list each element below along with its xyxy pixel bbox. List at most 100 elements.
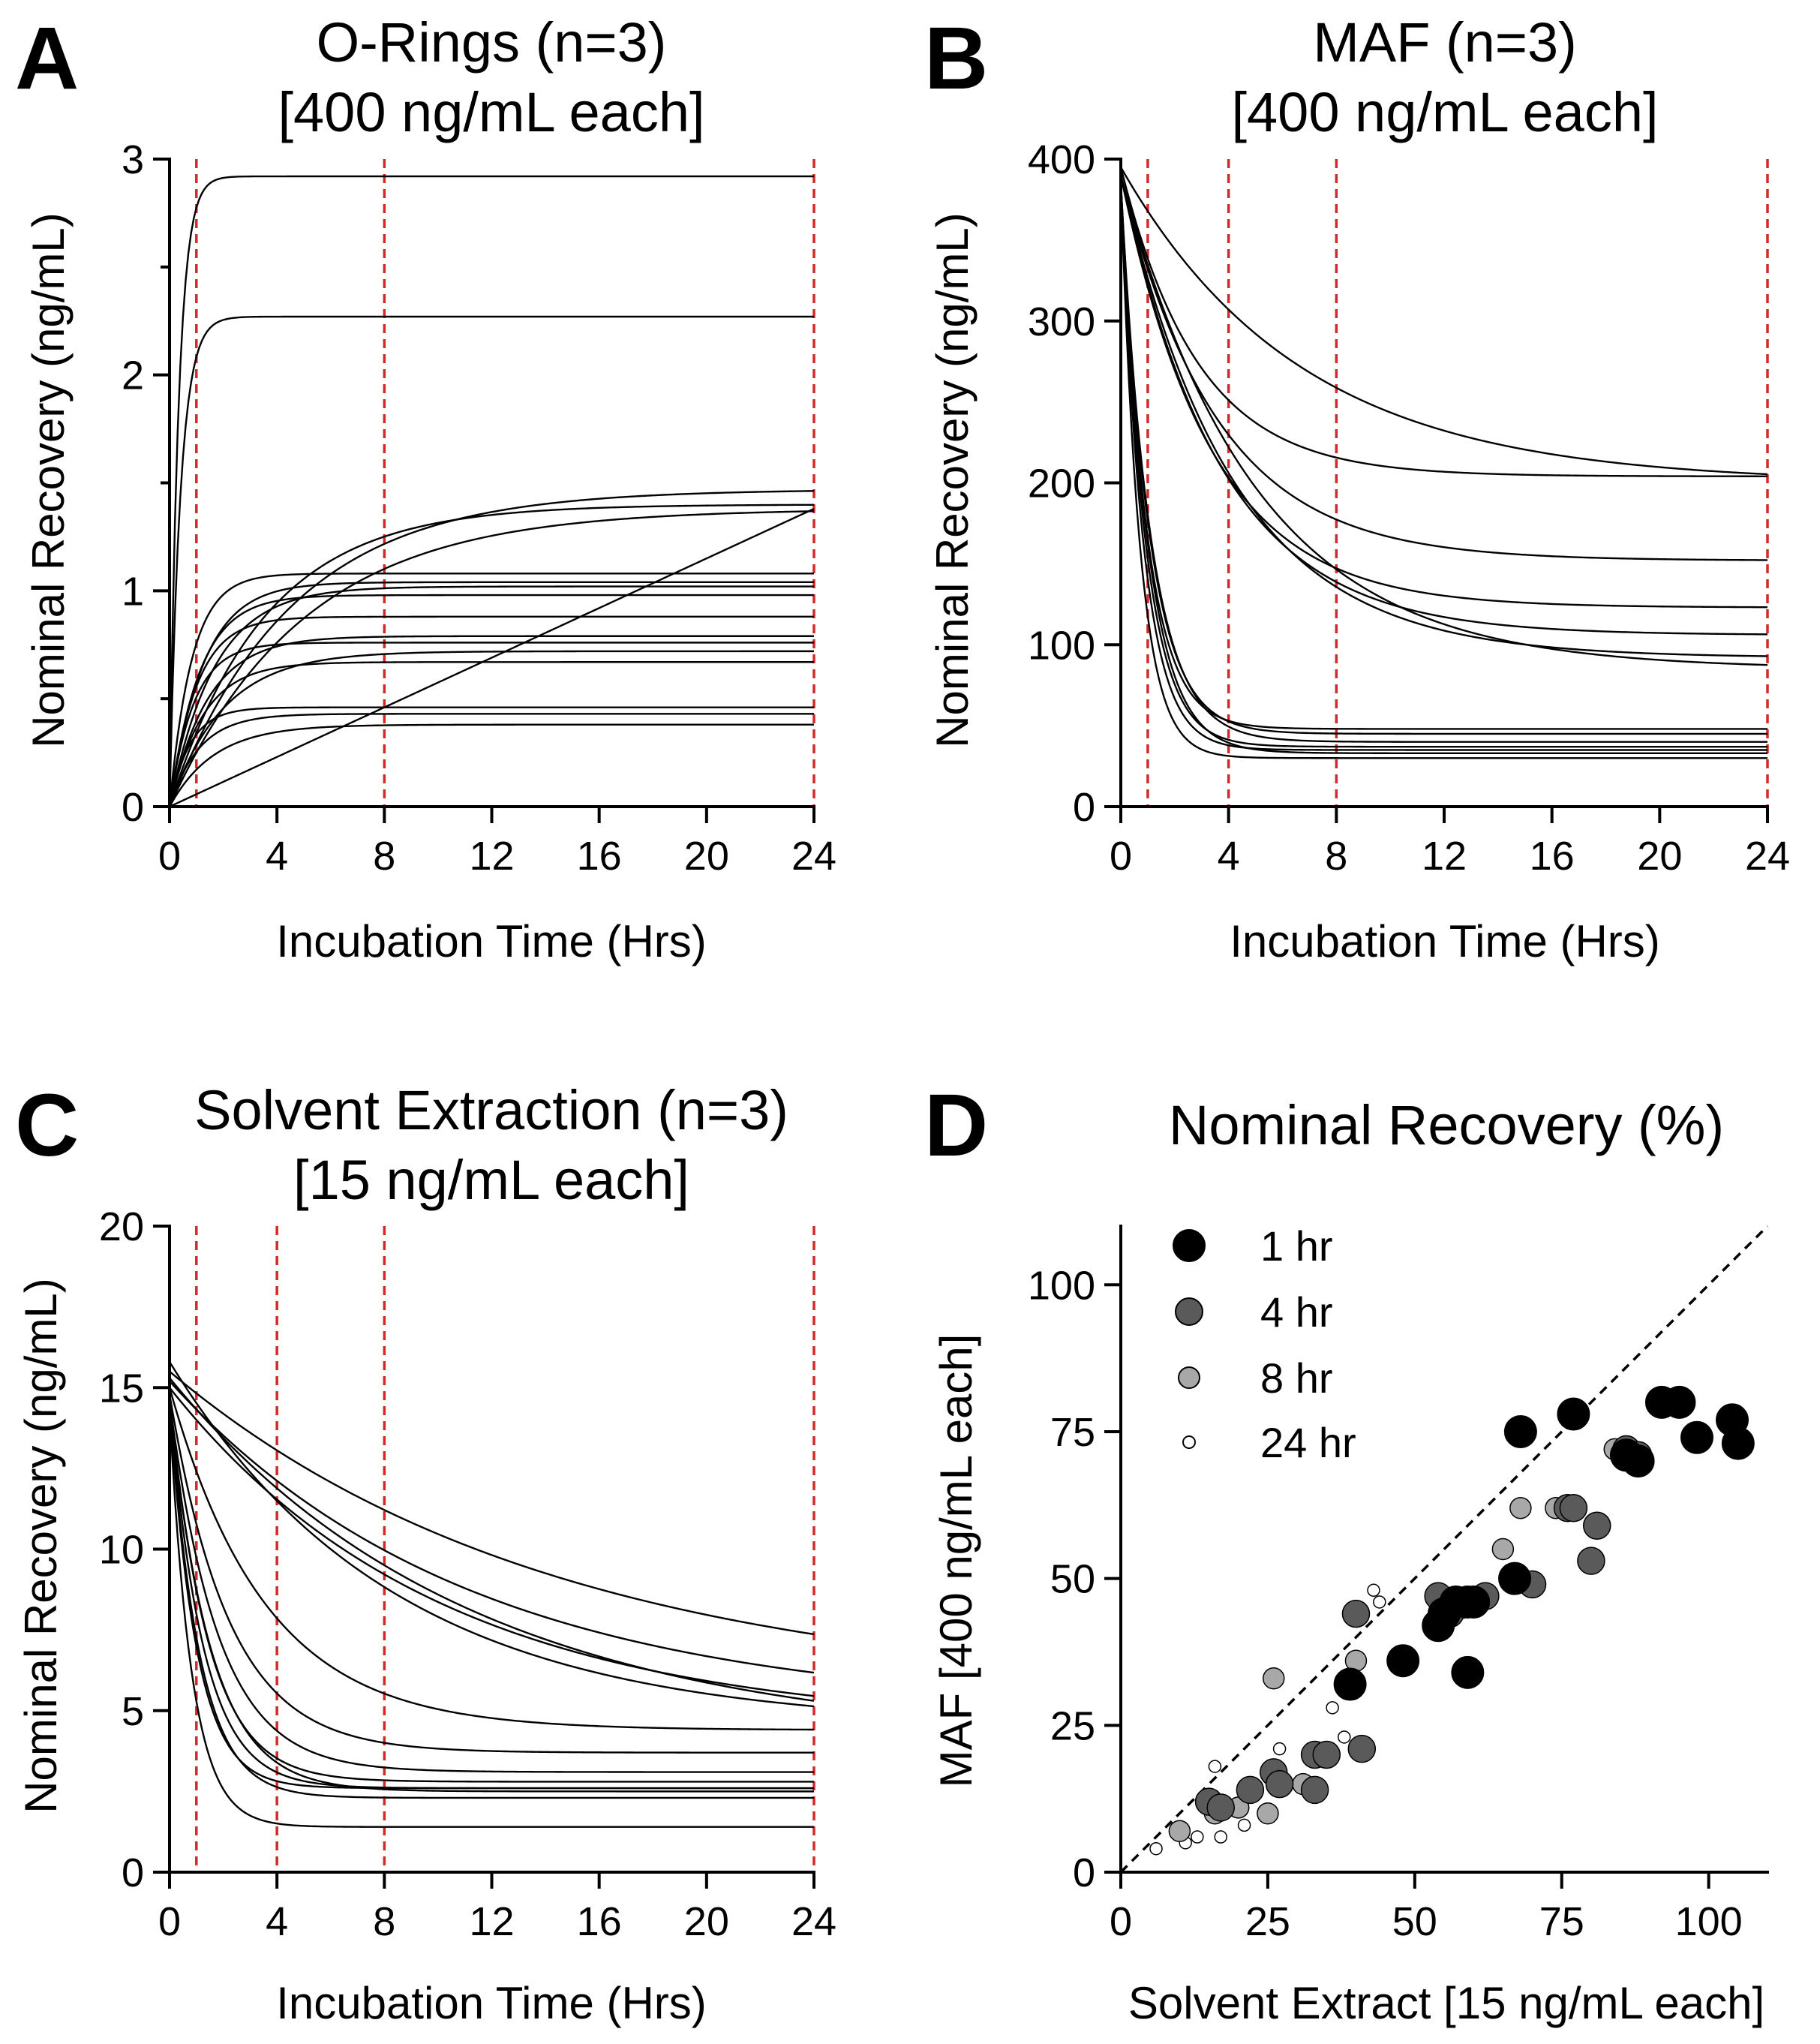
fit-curve-10 [1119, 183, 1767, 743]
fit-curve-2 [169, 1380, 815, 1674]
point-4-hr [1559, 1493, 1588, 1522]
point-8-hr [1509, 1496, 1532, 1519]
y-tick-label: 200 [1028, 461, 1095, 506]
x-tick-label: 20 [1637, 834, 1682, 879]
y-tick-label: 75 [1050, 1410, 1095, 1455]
point-8-hr [1491, 1538, 1515, 1561]
x-tick-label: 0 [158, 834, 181, 879]
x-tick-label: 75 [1539, 1899, 1584, 1944]
fit-curve-5 [1119, 175, 1768, 636]
fit-curve-3 [168, 490, 815, 807]
point-24-hr [1367, 1583, 1380, 1598]
x-tick-label: 20 [684, 1899, 729, 1944]
panel-a-reference-lines [195, 159, 815, 807]
fit-curve-16 [168, 713, 814, 807]
point-1-hr [1680, 1420, 1713, 1454]
x-tick-label: 0 [1110, 1899, 1132, 1944]
panel-d-legend: 1 hr 4 hr 8 hr 24 hr [1173, 1222, 1356, 1466]
fit-curve-12 [1119, 183, 1767, 751]
panel-b-ylabel: Nominal Recovery (ng/mL) [927, 212, 978, 748]
point-4-hr [1312, 1740, 1341, 1769]
y-tick-label: 15 [99, 1366, 144, 1411]
legend-marker-8-hr [1178, 1366, 1200, 1389]
panel-b-subtitle: [400 ng/mL each] [1231, 81, 1658, 143]
x-tick-label: 25 [1245, 1899, 1290, 1944]
point-1-hr [1333, 1667, 1367, 1701]
x-tick-label: 100 [1675, 1899, 1743, 1944]
point-8-hr [1262, 1667, 1285, 1690]
fit-curve-10 [168, 615, 814, 807]
y-tick-label: 0 [1073, 1850, 1095, 1895]
x-tick-label: 16 [1530, 834, 1575, 879]
y-tick-label: 100 [1028, 623, 1095, 668]
x-tick-label: 16 [577, 834, 622, 879]
panel-d-xlabel: Solvent Extract [15 ng/mL each] [1128, 1978, 1764, 2028]
y-tick-label: 3 [122, 137, 144, 182]
y-tick-label: 5 [122, 1689, 144, 1734]
point-24-hr [1237, 1818, 1251, 1832]
fit-curve-5 [168, 510, 815, 807]
legend-marker-24-hr [1182, 1435, 1196, 1449]
x-tick-label: 4 [266, 834, 288, 879]
fit-curve-6 [1119, 175, 1768, 657]
x-tick-label: 12 [469, 1899, 514, 1944]
point-4-hr [1265, 1769, 1294, 1799]
y-tick-label: 0 [122, 785, 144, 830]
fit-curve-4 [168, 503, 815, 807]
fit-curve-1 [1119, 167, 1768, 476]
y-tick-label: 10 [99, 1528, 144, 1573]
legend-marker-4-hr [1175, 1297, 1203, 1326]
x-tick-label: 4 [266, 1899, 288, 1944]
point-1-hr [1386, 1644, 1420, 1678]
x-tick-label: 16 [577, 1899, 622, 1944]
panel-d-title: Nominal Recovery (%) [1169, 1094, 1724, 1156]
y-tick-label: 0 [122, 1850, 144, 1895]
identity-line [1119, 1225, 1769, 1874]
panel-a: A O-Rings (n=3) [400 ng/mL each] Nominal… [15, 9, 836, 966]
fit-curve-5 [168, 1361, 815, 1708]
x-tick-label: 12 [1422, 834, 1467, 879]
legend-marker-1-hr [1173, 1229, 1206, 1262]
panel-c-subtitle: [15 ng/mL each] [293, 1149, 689, 1211]
point-24-hr [1149, 1841, 1163, 1856]
panel-b-axes: 0 100 200 300 400 0 4 8 12 16 20 24 [1028, 137, 1790, 879]
fit-curve-8 [168, 585, 814, 807]
fit-curve-17 [168, 723, 814, 807]
x-tick-label: 20 [684, 834, 729, 879]
fit-curve-1 [168, 175, 814, 807]
point-24-hr [1191, 1830, 1204, 1844]
fit-curve-12 [168, 1403, 814, 1799]
fit-curve-9 [1119, 183, 1767, 735]
x-tick-label: 24 [791, 1899, 836, 1944]
point-4-hr [1206, 1793, 1235, 1822]
fit-curve-13 [168, 1403, 814, 1790]
x-tick-label: 8 [1325, 834, 1347, 879]
panel-d-ylabel: MAF [400 ng/mL each] [931, 1334, 981, 1788]
fit-curve-9 [168, 1397, 814, 1783]
x-tick-label: 24 [1745, 834, 1790, 879]
fit-curve-2 [1119, 167, 1768, 477]
point-1-hr [1662, 1385, 1696, 1419]
point-24-hr [1338, 1730, 1351, 1744]
panel-a-ylabel: Nominal Recovery (ng/mL) [23, 212, 74, 748]
y-tick-label: 50 [1050, 1557, 1095, 1602]
fit-curve-14 [168, 1410, 814, 1828]
x-tick-label: 12 [469, 834, 514, 879]
legend-label-24-hr: 24 hr [1260, 1419, 1356, 1466]
point-1-hr [1721, 1426, 1755, 1460]
panel-b-curves [1119, 167, 1768, 759]
fit-curve-9 [168, 594, 814, 807]
y-tick-label: 2 [122, 353, 144, 398]
fit-curve-7 [168, 1393, 815, 1754]
fit-curve-2 [168, 315, 814, 807]
panel-b-reference-lines [1146, 159, 1769, 807]
x-tick-label: 4 [1218, 834, 1240, 879]
point-4-hr [1236, 1775, 1265, 1805]
point-8-hr [1257, 1802, 1279, 1825]
x-tick-label: 24 [791, 834, 836, 879]
fit-curve-6 [168, 1387, 815, 1731]
panel-letter-d: D [924, 1076, 988, 1175]
point-4-hr [1347, 1734, 1377, 1763]
x-tick-label: 0 [1110, 834, 1132, 879]
